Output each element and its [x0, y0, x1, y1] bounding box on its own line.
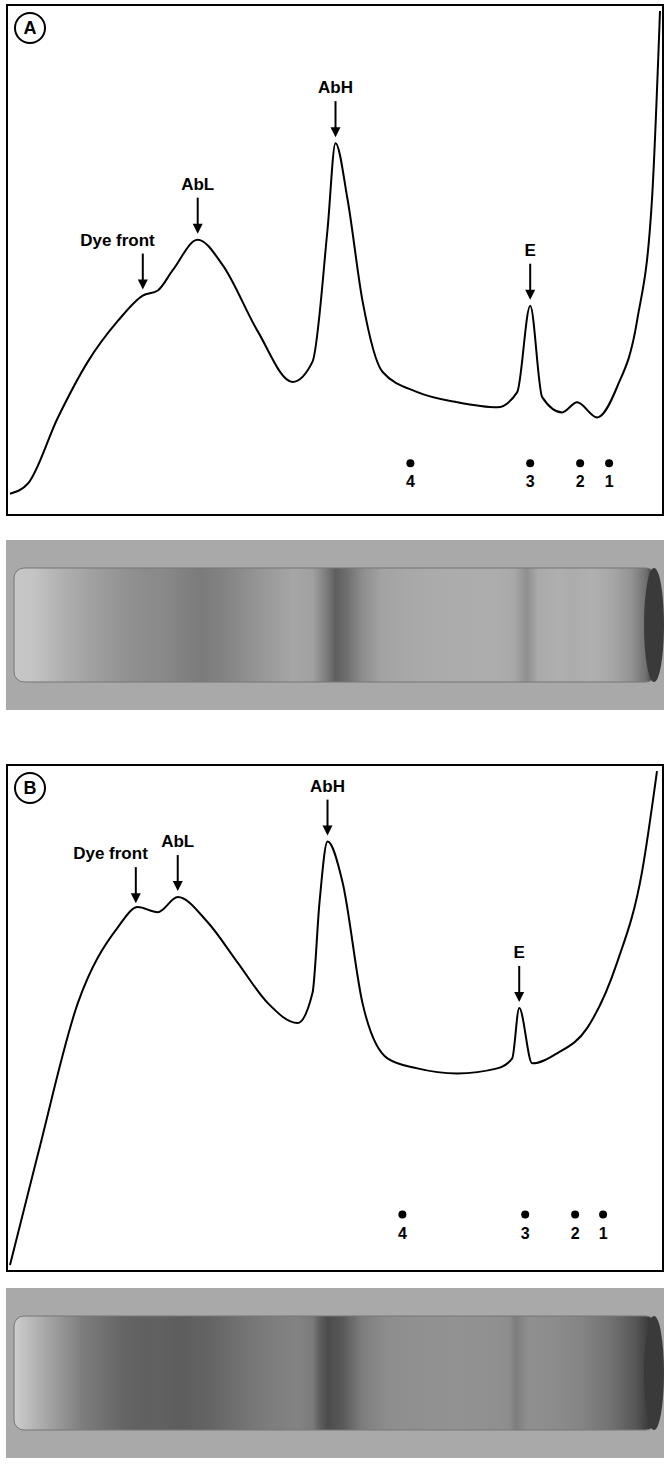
svg-text:2: 2 — [576, 473, 585, 490]
svg-text:4: 4 — [398, 1225, 407, 1242]
svg-text:Dye front: Dye front — [73, 844, 148, 863]
svg-text:1: 1 — [599, 1225, 608, 1242]
svg-text:A: A — [24, 18, 37, 38]
svg-text:Dye front: Dye front — [80, 231, 155, 250]
svg-text:4: 4 — [406, 473, 415, 490]
svg-text:1: 1 — [605, 473, 614, 490]
svg-text:E: E — [514, 943, 525, 962]
svg-text:B: B — [24, 778, 37, 798]
svg-text:3: 3 — [521, 1225, 530, 1242]
svg-text:AbH: AbH — [318, 78, 353, 97]
svg-text:3: 3 — [526, 473, 535, 490]
svg-text:AbH: AbH — [310, 777, 345, 796]
svg-text:2: 2 — [571, 1225, 580, 1242]
svg-text:E: E — [525, 241, 536, 260]
svg-text:AbL: AbL — [181, 175, 214, 194]
svg-text:AbL: AbL — [161, 832, 194, 851]
